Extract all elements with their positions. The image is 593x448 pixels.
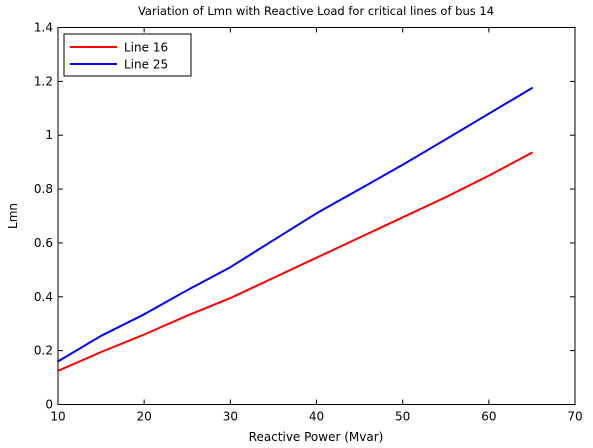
series-line-line-25 <box>57 87 533 363</box>
legend-label: Line 25 <box>124 58 168 72</box>
axis-ticks: 10 20 30 40 50 60 70 0 0.2 0.4 0.6 0.8 1 1.2 1.4 <box>34 21 583 424</box>
x-tick-label: 40 <box>309 410 324 424</box>
x-tick-label: 50 <box>395 410 410 424</box>
y-tick-label: 1 <box>45 128 53 142</box>
x-tick-label: 30 <box>223 410 238 424</box>
chart-title: Variation of Lmn with Reactive Load for … <box>138 4 494 18</box>
y-tick-label: 0 <box>45 398 53 412</box>
x-axis-label: Reactive Power (Mvar) <box>249 430 384 443</box>
x-tick-label: 20 <box>137 410 152 424</box>
y-tick-label: 0.8 <box>34 182 53 196</box>
y-tick-label: 0.2 <box>34 344 53 358</box>
series-line-line-16 <box>57 151 533 372</box>
x-tick-label: 60 <box>481 410 496 424</box>
plot-area <box>57 27 576 405</box>
y-tick-label: 1.2 <box>34 74 53 88</box>
x-tick-label: 70 <box>567 410 582 424</box>
legend: Line 16 Line 25 <box>63 33 192 77</box>
legend-box <box>63 33 192 77</box>
y-tick-label: 0.6 <box>34 236 53 250</box>
legend-label: Line 16 <box>124 41 168 55</box>
y-tick-label: 1.4 <box>34 21 53 35</box>
y-axis-label: Lmn <box>6 203 20 229</box>
series-lines <box>57 87 533 372</box>
x-tick-label: 10 <box>50 410 65 424</box>
y-tick-label: 0.4 <box>34 290 53 304</box>
